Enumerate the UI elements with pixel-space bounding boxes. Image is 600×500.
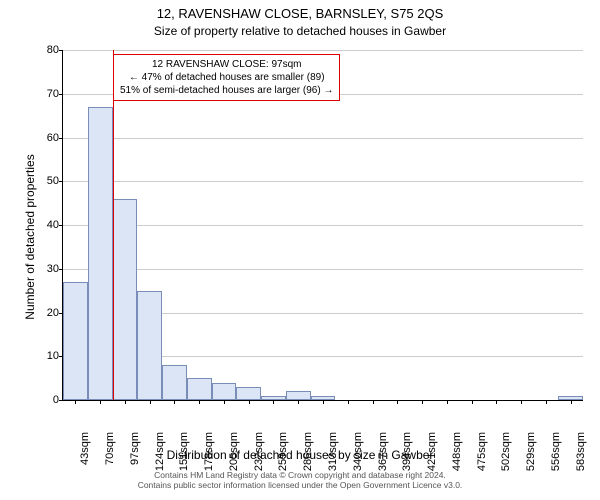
y-tick-label: 40	[35, 219, 59, 231]
y-tick-label: 20	[35, 307, 59, 319]
y-tick	[59, 181, 63, 182]
gridline	[63, 225, 583, 226]
x-tick	[496, 400, 497, 404]
marker-line	[113, 50, 114, 400]
gridline	[63, 138, 583, 139]
chart-subtitle: Size of property relative to detached ho…	[0, 24, 600, 38]
x-tick	[521, 400, 522, 404]
x-tick	[100, 400, 101, 404]
chart-container: 12, RAVENSHAW CLOSE, BARNSLEY, S75 2QS S…	[0, 0, 600, 500]
y-tick	[59, 225, 63, 226]
x-tick	[75, 400, 76, 404]
y-tick	[59, 138, 63, 139]
y-tick	[59, 50, 63, 51]
annotation-line: ← 47% of detached houses are smaller (89…	[120, 71, 333, 84]
x-tick	[348, 400, 349, 404]
y-tick	[59, 94, 63, 95]
y-tick-label: 50	[35, 175, 59, 187]
gridline	[63, 181, 583, 182]
x-tick	[249, 400, 250, 404]
chart-title: 12, RAVENSHAW CLOSE, BARNSLEY, S75 2QS	[0, 6, 600, 21]
histogram-bar	[187, 378, 212, 400]
plot-area: 0102030405060708043sqm70sqm97sqm124sqm15…	[62, 50, 583, 401]
x-tick	[199, 400, 200, 404]
histogram-bar	[236, 387, 261, 400]
x-tick	[224, 400, 225, 404]
y-tick	[59, 269, 63, 270]
x-tick	[174, 400, 175, 404]
annotation-box: 12 RAVENSHAW CLOSE: 97sqm← 47% of detach…	[113, 54, 340, 101]
x-tick	[422, 400, 423, 404]
x-tick	[150, 400, 151, 404]
x-tick	[397, 400, 398, 404]
x-tick	[273, 400, 274, 404]
histogram-bar	[113, 199, 138, 400]
y-tick-label: 70	[35, 88, 59, 100]
x-tick	[571, 400, 572, 404]
y-tick-label: 80	[35, 44, 59, 56]
y-tick-label: 10	[35, 350, 59, 362]
gridline	[63, 269, 583, 270]
x-tick	[546, 400, 547, 404]
x-tick	[298, 400, 299, 404]
x-tick	[373, 400, 374, 404]
footer-line-2: Contains public sector information licen…	[138, 480, 463, 490]
histogram-bar	[63, 282, 88, 400]
y-tick-label: 0	[35, 394, 59, 406]
annotation-line: 12 RAVENSHAW CLOSE: 97sqm	[120, 58, 333, 71]
histogram-bar	[137, 291, 162, 400]
y-tick	[59, 400, 63, 401]
x-tick	[323, 400, 324, 404]
x-tick	[125, 400, 126, 404]
y-tick-label: 30	[35, 263, 59, 275]
x-tick	[447, 400, 448, 404]
footer-line-1: Contains HM Land Registry data © Crown c…	[154, 470, 446, 480]
x-tick	[472, 400, 473, 404]
histogram-bar	[212, 383, 237, 401]
histogram-bar	[88, 107, 113, 400]
histogram-bar	[286, 391, 311, 400]
y-tick-label: 60	[35, 132, 59, 144]
annotation-line: 51% of semi-detached houses are larger (…	[120, 84, 333, 97]
x-axis-label: Distribution of detached houses by size …	[0, 448, 600, 462]
histogram-bar	[162, 365, 187, 400]
gridline	[63, 50, 583, 51]
footer-attribution: Contains HM Land Registry data © Crown c…	[0, 470, 600, 490]
